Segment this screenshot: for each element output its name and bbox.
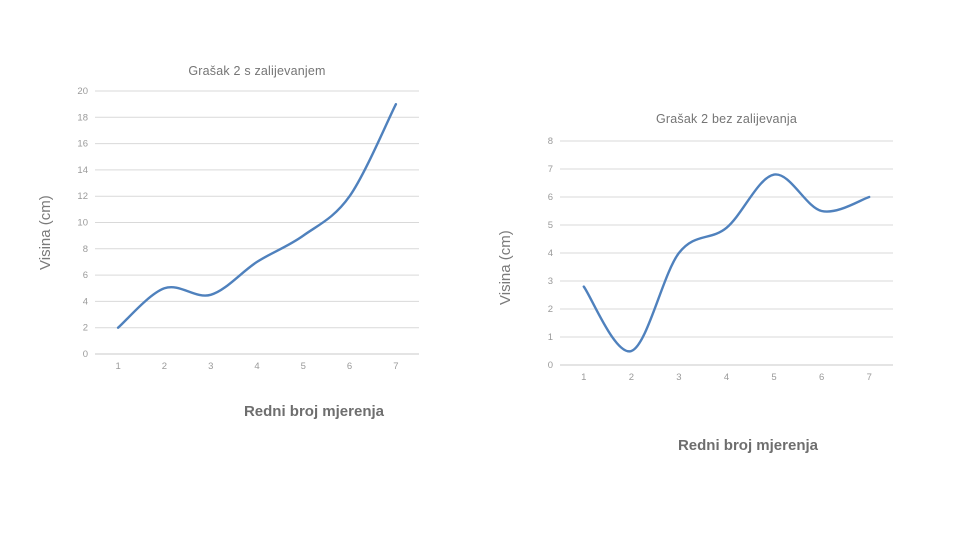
- y-tick-label: 2: [548, 304, 553, 315]
- y-tick-label: 8: [548, 136, 553, 147]
- y-tick-label: 6: [548, 192, 553, 203]
- x-tick-label: 3: [208, 361, 213, 372]
- x-tick-label: 1: [581, 372, 586, 383]
- y-tick-label: 20: [77, 86, 88, 97]
- y-tick-label: 3: [548, 276, 553, 287]
- data-series-line: [116, 103, 398, 329]
- chart-plot-area: 0 1 2 3 4 5 6 7 8 1 2 3 4 5 6 7: [548, 136, 893, 383]
- x-axis-title-left: Redni broj mjerenja: [243, 403, 385, 420]
- chart-grasak-bez-zalijevanja[interactable]: Grašak 2 bez zalijevanja 0 1 2 3 4 5 6 7 8 1 2 3 4 5 6…: [525, 103, 910, 398]
- y-tick-label: 16: [77, 139, 88, 150]
- y-axis-title-left: Visina (cm): [37, 195, 54, 271]
- y-tick-label: 4: [83, 296, 88, 307]
- y-axis-title-right: Visina (cm): [497, 230, 514, 306]
- x-tick-label: 5: [771, 372, 776, 383]
- data-series-line: [582, 173, 871, 353]
- x-axis-title-right: Redni broj mjerenja: [677, 437, 819, 454]
- chart-title: Grašak 2 bez zalijevanja: [656, 112, 797, 126]
- y-tick-label: 18: [77, 112, 88, 123]
- chart-grasak-s-zalijevanjem[interactable]: Grašak 2 s zalijevanjem 0 2 4 6 8 10 12 14 16 18 2…: [60, 55, 435, 385]
- x-tick-label: 2: [629, 372, 634, 383]
- chart-title: Grašak 2 s zalijevanjem: [188, 64, 326, 78]
- x-tick-label: 1: [115, 361, 120, 372]
- y-tick-label: 8: [83, 244, 88, 255]
- x-tick-label: 2: [162, 361, 167, 372]
- x-tick-label: 7: [393, 361, 398, 372]
- y-tick-label: 7: [548, 164, 553, 175]
- y-tick-label: 6: [83, 270, 88, 281]
- x-tick-label: 6: [819, 372, 824, 383]
- x-tick-label: 5: [301, 361, 306, 372]
- x-tick-label: 4: [724, 372, 729, 383]
- y-tick-label: 2: [83, 323, 88, 334]
- y-tick-label: 14: [77, 165, 88, 176]
- y-tick-label: 10: [77, 218, 88, 229]
- y-tick-label: 1: [548, 332, 553, 343]
- y-tick-label: 5: [548, 220, 553, 231]
- y-tick-label: 12: [77, 191, 88, 202]
- y-tick-label: 4: [548, 248, 553, 259]
- x-tick-label: 6: [347, 361, 352, 372]
- x-tick-label: 4: [254, 361, 259, 372]
- y-tick-label: 0: [548, 360, 553, 371]
- x-tick-label: 3: [676, 372, 681, 383]
- x-tick-label: 7: [867, 372, 872, 383]
- y-tick-label: 0: [83, 349, 88, 360]
